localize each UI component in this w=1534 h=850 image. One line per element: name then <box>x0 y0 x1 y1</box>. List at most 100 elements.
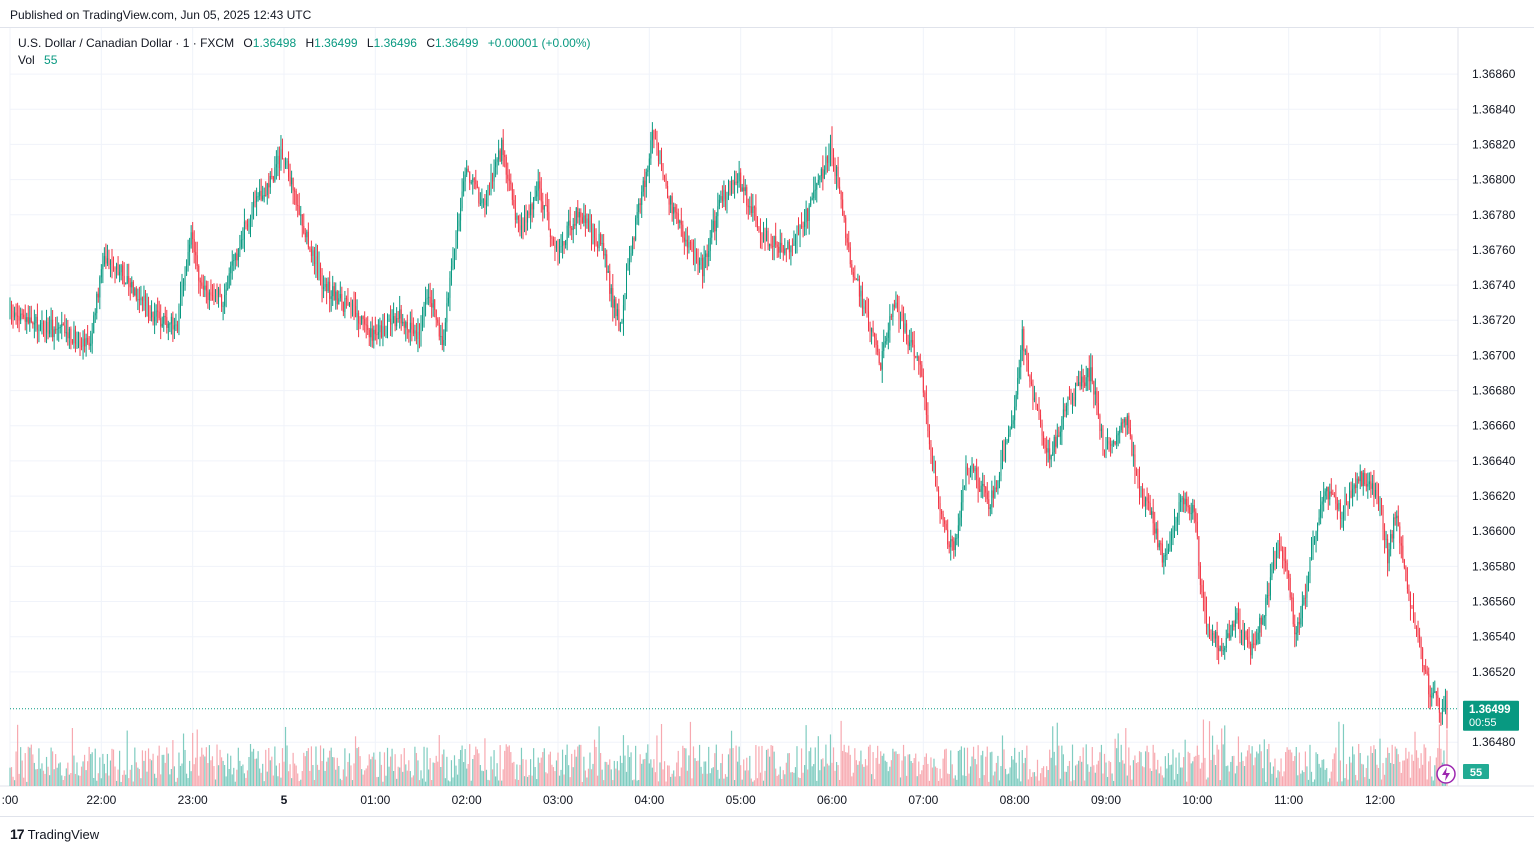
candle-body <box>1373 483 1375 497</box>
volume-bar <box>565 754 567 786</box>
candle-body <box>236 253 238 261</box>
candle-body <box>519 219 521 230</box>
candle-body <box>950 539 952 548</box>
volume-bar <box>1275 777 1278 786</box>
price-chart[interactable]: 1.368601.368401.368201.368001.367801.367… <box>0 28 1534 816</box>
volume-bar <box>673 770 675 786</box>
volume-bar <box>790 772 792 786</box>
candle-body <box>880 363 882 370</box>
candle-body <box>791 245 793 247</box>
candle-body <box>478 188 480 204</box>
volume-bar <box>216 744 218 786</box>
volume-bar <box>265 749 267 786</box>
candle-body <box>1017 377 1019 395</box>
candle-body <box>1266 595 1268 599</box>
volume-bar <box>1213 754 1215 786</box>
candle-body <box>1099 415 1101 431</box>
volume-bar <box>1446 729 1448 786</box>
volume-bar <box>910 761 912 786</box>
volume-bar <box>944 749 946 786</box>
candle-body <box>1166 553 1168 556</box>
volume-bar <box>198 775 200 786</box>
volume-bar <box>213 766 215 786</box>
volume-bar <box>99 757 101 786</box>
volume-bar <box>1382 763 1384 786</box>
candle-body <box>1181 497 1183 500</box>
volume-bar <box>834 770 836 786</box>
volume-bar <box>918 761 920 786</box>
volume-bar <box>813 764 815 786</box>
candle-body <box>1116 435 1118 445</box>
candle-body <box>770 243 772 247</box>
candle-body <box>1411 606 1413 608</box>
candle-body <box>1067 397 1069 406</box>
candle-body <box>364 319 366 325</box>
volume-bar <box>880 751 882 786</box>
candle-body <box>1114 441 1116 445</box>
volume-bar <box>552 767 555 786</box>
volume-bar <box>1335 747 1337 786</box>
candle-body <box>942 514 944 521</box>
price-tick-label: 1.36560 <box>1472 595 1516 609</box>
candle-body <box>571 228 573 231</box>
volume-bar <box>1402 760 1404 786</box>
volume-bar <box>688 755 690 786</box>
volume-bar <box>205 747 207 786</box>
candle-body <box>1422 648 1424 666</box>
candle-body <box>533 197 535 210</box>
price-tick-label: 1.36680 <box>1472 384 1516 398</box>
volume-bar <box>1061 745 1063 786</box>
candle-body <box>450 266 452 278</box>
volume-bar <box>1148 752 1150 786</box>
price-tick-label: 1.36660 <box>1472 419 1516 433</box>
volume-bar <box>558 775 561 786</box>
candle-body <box>1279 543 1281 546</box>
volume-bar <box>449 781 451 786</box>
volume-bar <box>1236 765 1238 786</box>
volume-bar <box>714 753 716 786</box>
volume-bar <box>315 746 317 786</box>
candle-body <box>665 177 667 187</box>
candle-body <box>893 304 895 308</box>
volume-bar <box>243 773 246 786</box>
volume-bar <box>575 756 577 786</box>
candle-body <box>668 198 670 205</box>
volume-bar <box>1003 749 1005 786</box>
candle-body <box>1143 499 1145 506</box>
tradingview-logo[interactable]: 17 TradingView <box>10 826 99 842</box>
candle-body <box>1437 695 1439 699</box>
volume-bar <box>134 747 136 786</box>
volume-bar <box>717 769 719 786</box>
candle-body <box>1157 528 1159 548</box>
volume-bar <box>361 769 363 786</box>
volume-bar <box>59 762 61 786</box>
candle-body <box>726 196 728 200</box>
candle-body <box>56 328 58 330</box>
volume-bar <box>540 757 542 786</box>
candle-body <box>1032 384 1034 401</box>
candle-body <box>175 324 177 326</box>
volume-bar <box>730 730 733 786</box>
candle-body <box>584 215 586 224</box>
candle-body <box>391 323 393 325</box>
symbol-title[interactable]: U.S. Dollar / Canadian Dollar · 1 · FXCM <box>18 36 235 50</box>
volume-bar <box>1315 752 1317 786</box>
candle-body <box>420 325 422 336</box>
candle-body <box>1428 673 1430 695</box>
volume-bar <box>863 766 865 786</box>
time-tick-label: 10:00 <box>1182 793 1212 807</box>
volume-bar <box>592 763 594 786</box>
volume-bar <box>743 759 745 786</box>
volume-bar <box>1018 751 1020 786</box>
volume-bar <box>817 736 819 786</box>
candle-body <box>505 156 507 175</box>
volume-label[interactable]: Vol <box>18 53 35 67</box>
candle-body <box>852 272 854 277</box>
candle-body <box>292 177 294 191</box>
volume-bar <box>578 744 580 786</box>
candle-body <box>1041 423 1043 436</box>
volume-bar <box>737 761 739 786</box>
volume-bar <box>708 746 710 786</box>
volume-bar <box>1297 775 1299 786</box>
candle-body <box>816 183 818 190</box>
